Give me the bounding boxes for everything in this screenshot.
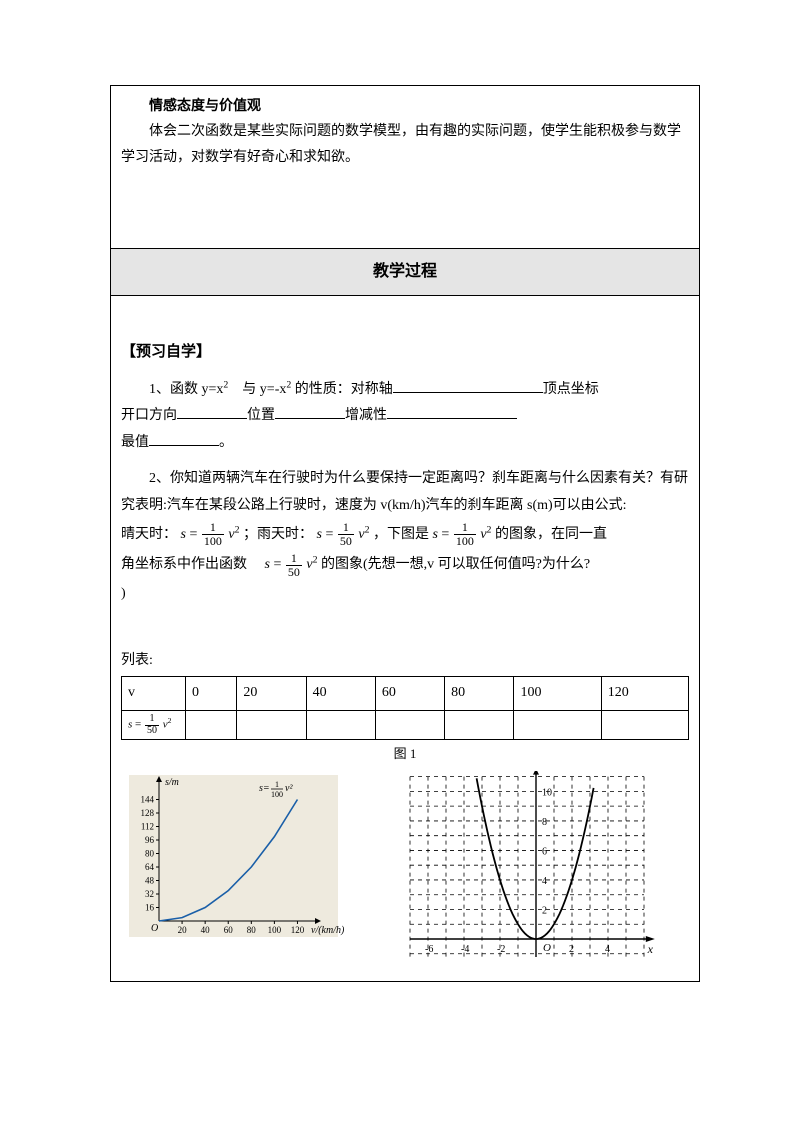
attitudes-title: 情感态度与价值观	[121, 92, 689, 119]
svg-text:40: 40	[201, 925, 211, 935]
attitudes-para: 体会二次函数是某些实际问题的数学模型，由有趣的实际问题，使学生能积极参与数学学习…	[121, 119, 689, 172]
svg-text:16: 16	[145, 902, 155, 912]
svg-text:1: 1	[275, 780, 279, 789]
svg-text:s=: s=	[259, 783, 270, 794]
blank-axis[interactable]	[393, 379, 543, 393]
svg-text:-4: -4	[461, 944, 469, 955]
svg-text:4: 4	[542, 876, 547, 887]
svg-text:4: 4	[605, 944, 610, 955]
svg-text:144: 144	[141, 794, 155, 804]
svg-text:v²: v²	[285, 783, 293, 794]
svg-text:128: 128	[141, 808, 155, 818]
chart-braking-distance: 16 32 48 64 80 96 112 128 144 20 40 60 80 100 120 s/m v/…	[121, 771, 346, 941]
svg-text:6: 6	[542, 846, 547, 857]
data-table: v 0 20 40 60 80 100 120 s = 150 v2	[121, 676, 689, 740]
svg-text:v/(km/h): v/(km/h)	[311, 925, 345, 936]
table-row-header: v 0 20 40 60 80 100 120	[122, 677, 689, 711]
svg-text:60: 60	[224, 925, 234, 935]
svg-text:O: O	[543, 942, 551, 954]
svg-text:48: 48	[145, 875, 155, 885]
q1-line1: 1、函数 y=x2 与 y=-x2 的性质：对称轴顶点坐标	[121, 377, 689, 404]
svg-text:100: 100	[271, 790, 283, 799]
q2-formulas: 晴天时： s = 1100 v2 ；雨天时： s = 150 v2 ，下图是 s…	[121, 520, 689, 551]
q2-line2: 角坐标系中作出函数 s = 150 v2 的图象(先想一想,v 可以取任何值吗?…	[121, 550, 689, 581]
attitudes-cell: 情感态度与价值观 体会二次函数是某些实际问题的数学模型，由有趣的实际问题，使学生…	[111, 86, 700, 249]
figure-label: 图 1	[121, 742, 689, 767]
table-row-values: s = 150 v2	[122, 711, 689, 740]
svg-text:96: 96	[145, 835, 155, 845]
preview-heading: 【预习自学】	[121, 338, 689, 367]
svg-text:2: 2	[569, 944, 574, 955]
charts-row: 16324864809611212814420406080100120s/mv/…	[121, 771, 689, 961]
q2-p1: 2、你知道两辆汽车在行驶时为什么要保持一定距离吗？刹车距离与什么因素有关？有研究…	[121, 466, 689, 519]
page-table: 情感态度与价值观 体会二次函数是某些实际问题的数学模型，由有趣的实际问题，使学生…	[110, 85, 700, 982]
blank-extreme[interactable]	[149, 432, 219, 446]
q1-line2: 开口方向位置增减性	[121, 403, 689, 430]
svg-text:8: 8	[542, 817, 547, 828]
svg-text:100: 100	[268, 925, 282, 935]
svg-text:O: O	[151, 923, 158, 934]
q2-line3: )	[121, 581, 689, 608]
section-header: 教学过程	[111, 249, 700, 296]
blank-pos[interactable]	[275, 405, 345, 419]
svg-text:-2: -2	[497, 944, 505, 955]
svg-text:120: 120	[291, 925, 305, 935]
content-cell: 【预习自学】 1、函数 y=x2 与 y=-x2 的性质：对称轴顶点坐标 开口方…	[111, 296, 700, 982]
svg-text:2: 2	[542, 905, 547, 916]
svg-text:20: 20	[178, 925, 188, 935]
chart-parabola-grid: Ox 10 8 6 4 2 -6 -4 -2 2 4	[376, 771, 666, 961]
svg-text:x: x	[647, 942, 654, 956]
blank-dir[interactable]	[177, 405, 247, 419]
svg-text:80: 80	[145, 848, 155, 858]
blank-mono[interactable]	[387, 405, 517, 419]
q1-line3: 最值。	[121, 430, 689, 457]
svg-text:32: 32	[145, 889, 154, 899]
svg-text:64: 64	[145, 862, 155, 872]
svg-text:10: 10	[542, 787, 552, 798]
svg-text:80: 80	[247, 925, 256, 935]
table-label: 列表:	[121, 648, 689, 675]
svg-text:s/m: s/m	[165, 777, 179, 788]
svg-text:112: 112	[141, 821, 154, 831]
svg-text:-6: -6	[425, 944, 433, 955]
